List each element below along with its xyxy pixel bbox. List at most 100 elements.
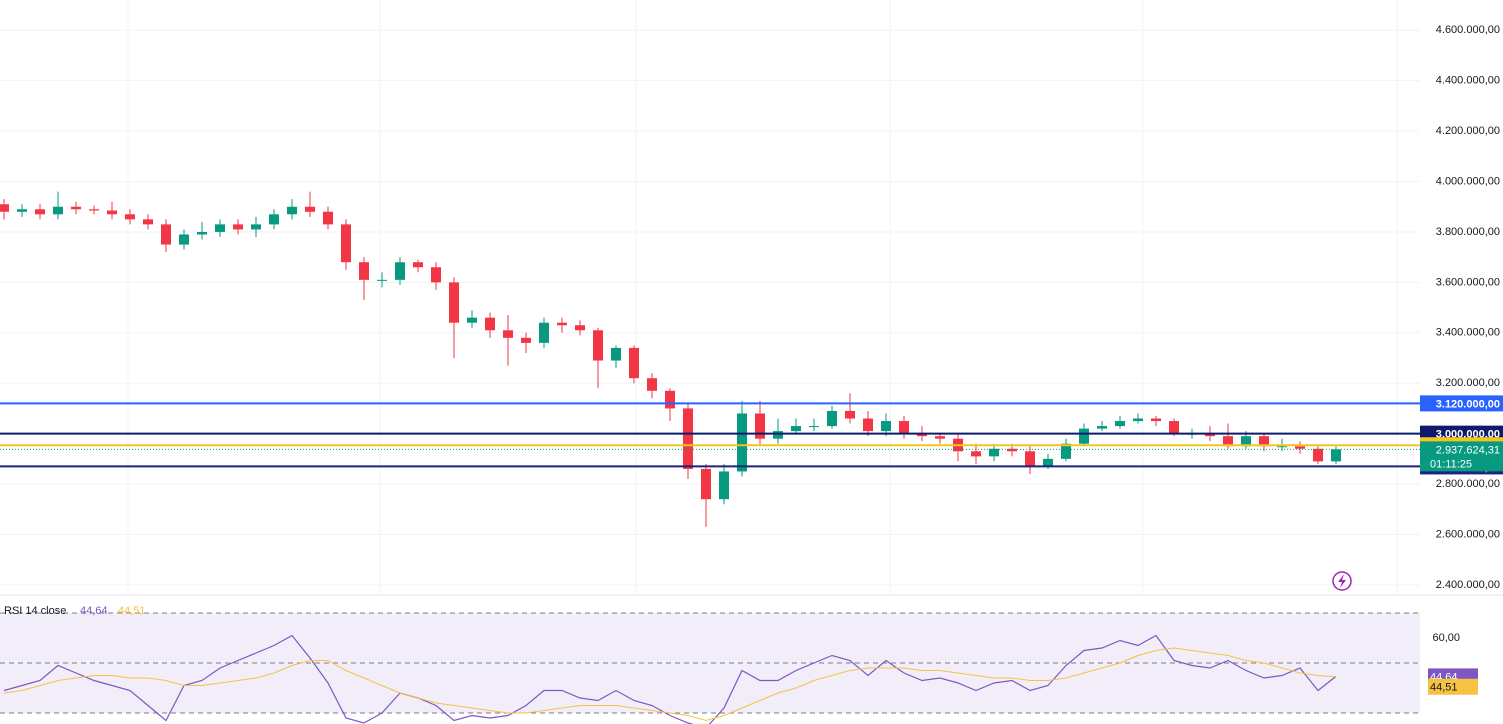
candle-body	[125, 214, 135, 220]
rsi-line	[3, 634, 1337, 724]
candle-body	[1205, 433, 1215, 437]
candle-body	[233, 224, 243, 230]
candle-body	[287, 206, 297, 215]
candle-body	[719, 471, 729, 500]
candle-body	[395, 262, 405, 280]
candle-body	[179, 234, 189, 245]
candle-body	[503, 330, 513, 338]
rsi-value: 44,64	[80, 605, 108, 617]
candle-body	[467, 317, 477, 323]
candle-body	[251, 224, 261, 230]
candle-body	[881, 421, 891, 432]
y-tick-label: 3.800.000,00	[1436, 226, 1500, 238]
candle-body	[1025, 451, 1035, 467]
candle-body	[53, 206, 63, 215]
level-label: 3.120.000,00	[1436, 398, 1500, 410]
candle-body	[1331, 449, 1341, 462]
candle-body	[755, 413, 765, 439]
last-price-tag	[1420, 441, 1503, 472]
candle-body	[989, 448, 999, 457]
candle-body	[935, 436, 945, 439]
candle-body	[1079, 428, 1089, 444]
candle-body	[305, 206, 315, 212]
vertical-grid	[127, 0, 1398, 594]
candle-body	[809, 426, 819, 428]
candle-body	[377, 279, 387, 281]
candle-body	[197, 231, 207, 235]
candle-body	[701, 468, 711, 500]
candle-body	[1313, 448, 1323, 462]
candle-body	[827, 410, 837, 427]
candle-body	[89, 209, 99, 211]
candle-body	[557, 322, 567, 326]
candle-body	[1241, 436, 1251, 447]
rsi-value-label: 44,51	[1430, 682, 1458, 694]
candle-body	[917, 433, 927, 437]
candle-body	[449, 282, 459, 323]
candle-body	[575, 325, 585, 331]
candle-body	[629, 347, 639, 379]
candle-body	[1151, 418, 1161, 422]
alert-icon[interactable]	[1332, 571, 1352, 591]
candle-body	[1169, 421, 1179, 434]
candle-body	[17, 209, 27, 212]
candle-body	[1007, 448, 1017, 452]
candle-body	[611, 347, 621, 361]
candle-body	[665, 390, 675, 409]
y-tick-label: 2.400.000,00	[1436, 579, 1500, 591]
rsi-lines	[3, 634, 1337, 724]
countdown: 01:11:25	[1430, 458, 1472, 470]
candle-body	[1115, 421, 1125, 427]
y-tick-label: 4.600.000,00	[1436, 24, 1500, 36]
candle-body	[593, 330, 603, 361]
candle-body	[161, 224, 171, 245]
candle-body	[647, 378, 657, 391]
candle-body	[845, 410, 855, 419]
rsi-ma-value: 44,51	[118, 605, 146, 617]
y-tick-label: 2.600.000,00	[1436, 528, 1500, 540]
candle-body	[323, 211, 333, 225]
level-tag	[1420, 395, 1503, 412]
rsi-tick-label: 60,00	[1432, 632, 1460, 644]
candle-body	[1259, 436, 1269, 447]
candle-body	[683, 408, 693, 469]
y-tick-label: 3.400.000,00	[1436, 327, 1500, 339]
candle-body	[773, 431, 783, 439]
candle-body	[539, 322, 549, 343]
candle-body	[341, 224, 351, 263]
candle-body	[485, 317, 495, 331]
candle-body	[1133, 418, 1143, 422]
y-tick-label: 3.600.000,00	[1436, 276, 1500, 288]
candle-body	[1043, 458, 1053, 467]
y-tick-label: 4.400.000,00	[1436, 75, 1500, 87]
y-tick-label: 4.000.000,00	[1436, 175, 1500, 187]
candle-body	[737, 413, 747, 472]
y-tick-label: 2.800.000,00	[1436, 478, 1500, 490]
rsi-value-tag	[1428, 678, 1478, 695]
candle-body	[1097, 426, 1107, 429]
rsi-line	[3, 647, 1337, 722]
candle-body	[107, 210, 117, 215]
candle-body	[71, 206, 81, 210]
alert-bolt	[1338, 574, 1346, 588]
candle-body	[143, 219, 153, 225]
candle-body	[269, 214, 279, 225]
candle-body	[1061, 443, 1071, 459]
candle-body	[1223, 436, 1233, 447]
candle-body	[899, 421, 909, 434]
y-tick-label: 3.200.000,00	[1436, 377, 1500, 389]
candle-body	[413, 262, 423, 268]
candle-body	[1277, 446, 1287, 448]
candle-body	[431, 267, 441, 283]
y-tick-label: 4.200.000,00	[1436, 125, 1500, 137]
rsi-title: RSI 14 close	[4, 605, 66, 617]
candle-body	[35, 209, 45, 215]
candle-body	[359, 262, 369, 280]
candle-body	[521, 337, 531, 343]
candle-body	[863, 418, 873, 432]
candle-body	[0, 204, 9, 212]
candle-body	[1295, 446, 1305, 449]
candle-body	[791, 426, 801, 432]
